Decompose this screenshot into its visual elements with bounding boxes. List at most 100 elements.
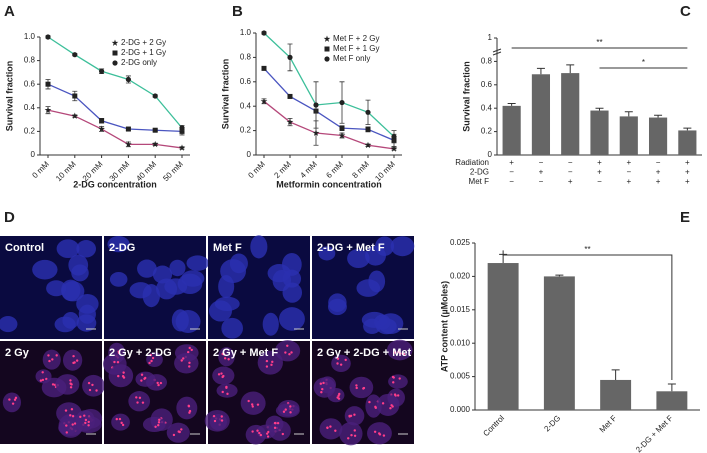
- foci: [273, 426, 277, 430]
- foci: [258, 431, 261, 435]
- foci: [87, 381, 91, 385]
- error-bar: [595, 107, 604, 111]
- marker: [286, 118, 294, 125]
- marker: [339, 125, 345, 131]
- condition-mark: −: [568, 158, 573, 167]
- nucleus: [54, 316, 76, 333]
- bar: [487, 263, 519, 410]
- foci: [319, 382, 323, 385]
- foci: [326, 426, 329, 430]
- foci: [265, 359, 269, 363]
- error-bar: [611, 369, 620, 380]
- foci: [377, 432, 381, 435]
- foci: [87, 424, 90, 427]
- condition-mark: +: [597, 158, 602, 167]
- foci: [402, 352, 406, 356]
- foci: [48, 359, 51, 363]
- foci: [353, 429, 356, 432]
- marker: [365, 109, 371, 115]
- foci: [353, 413, 356, 416]
- foci: [135, 396, 138, 399]
- microscopy-image: 2-DG: [104, 235, 209, 339]
- nucleus: [245, 424, 267, 445]
- foci: [83, 414, 86, 417]
- panel-label: C: [680, 3, 691, 20]
- condition-mark: +: [656, 168, 661, 177]
- marker: [71, 112, 79, 119]
- nucleus: [137, 259, 157, 278]
- foci: [259, 433, 263, 437]
- nucleus: [365, 394, 382, 418]
- marker: [178, 144, 186, 151]
- foci: [329, 425, 332, 428]
- x-axis-title: Metformin concentration: [276, 179, 382, 189]
- error-bar: [624, 111, 633, 117]
- foci: [158, 418, 161, 421]
- foci: [84, 418, 88, 422]
- marker: [312, 129, 320, 136]
- y-tick-label: 1.0: [24, 32, 36, 41]
- foci: [118, 417, 122, 421]
- y-tick-label: 0.000: [450, 405, 471, 414]
- condition-label: 2-DG: [470, 168, 489, 177]
- condition-mark: +: [685, 168, 690, 177]
- foci: [150, 359, 153, 363]
- nucleus: [164, 278, 188, 295]
- foci: [159, 381, 163, 385]
- condition-mark: +: [656, 177, 661, 186]
- y-tick-label: 0.6: [24, 79, 36, 88]
- nucleus: [275, 403, 300, 418]
- foci: [221, 390, 224, 394]
- nucleus: [319, 418, 343, 440]
- foci: [122, 376, 126, 379]
- image-label: 2 Gy: [5, 347, 30, 359]
- foci: [14, 396, 18, 400]
- foci: [143, 377, 146, 380]
- nucleus: [376, 393, 400, 416]
- foci: [256, 403, 260, 406]
- foci: [65, 431, 68, 434]
- foci: [382, 434, 386, 437]
- foci: [256, 429, 259, 432]
- condition-mark: −: [509, 177, 514, 186]
- x-tick-label: Control: [481, 413, 506, 438]
- condition-mark: +: [597, 168, 602, 177]
- x-tick-label: Met F: [598, 413, 619, 434]
- nucleus: [107, 235, 130, 253]
- foci: [188, 411, 191, 414]
- foci: [41, 378, 45, 382]
- foci: [321, 387, 324, 391]
- foci: [182, 357, 185, 360]
- nucleus: [318, 246, 336, 261]
- line: [263, 100, 395, 150]
- foci: [157, 383, 160, 387]
- nucleus: [108, 364, 134, 388]
- bar: [678, 130, 697, 155]
- foci: [274, 421, 277, 425]
- condition-mark: −: [539, 177, 544, 186]
- nucleus: [46, 280, 67, 297]
- y-tick-label: 0.2: [481, 127, 493, 136]
- y-tick-label: 0.4: [481, 103, 493, 112]
- foci: [265, 365, 269, 368]
- legend-label: 2-DG + 1 Gy: [121, 48, 166, 57]
- foci: [136, 401, 139, 404]
- marker: [261, 65, 267, 71]
- marker: [365, 126, 371, 132]
- foci: [47, 354, 50, 357]
- marker: [125, 126, 131, 132]
- foci: [140, 373, 144, 376]
- condition-mark: −: [597, 177, 602, 186]
- foci: [336, 396, 339, 399]
- y-tick-label: 0: [488, 150, 493, 159]
- bar: [600, 379, 632, 410]
- y-axis-title: ATP content (µMoles): [439, 281, 449, 372]
- y-axis-title: Survival fraction: [220, 59, 230, 130]
- foci: [117, 374, 120, 378]
- marker: [99, 118, 105, 124]
- foci: [334, 429, 337, 432]
- foci: [113, 360, 116, 364]
- x-tick-label: 0 mM: [30, 159, 51, 180]
- marker: [261, 30, 267, 36]
- condition-mark: +: [626, 177, 631, 186]
